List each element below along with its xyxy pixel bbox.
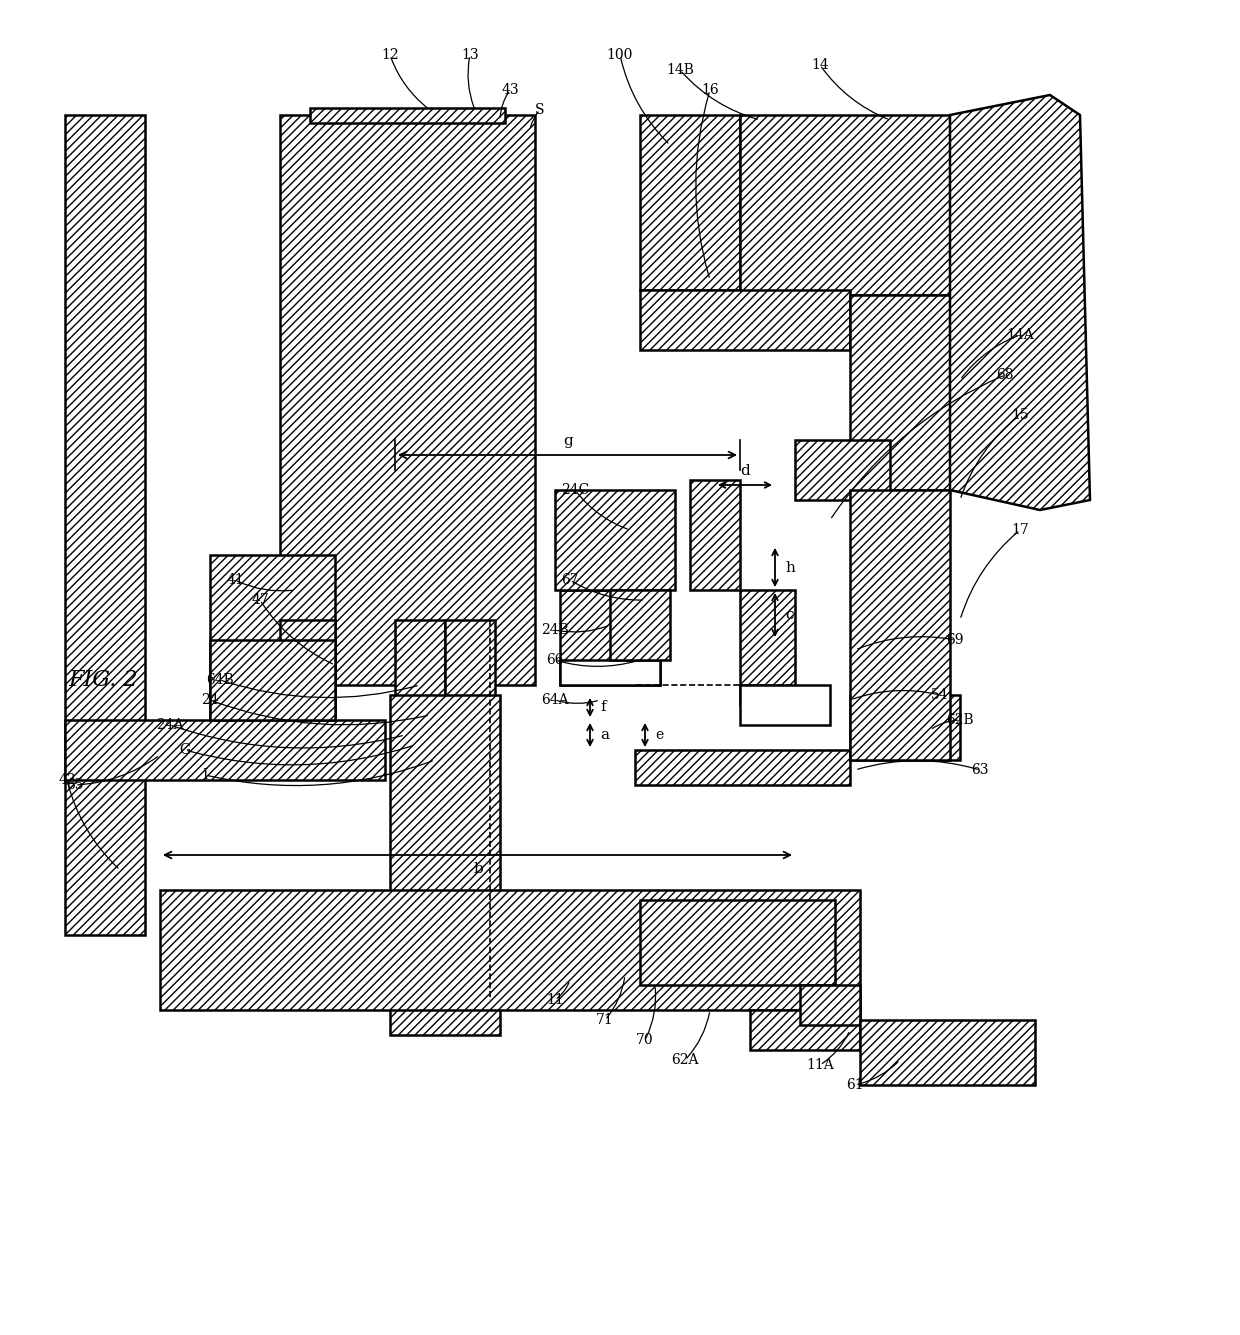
Text: G: G xyxy=(180,744,191,757)
Text: c: c xyxy=(785,607,794,622)
Bar xyxy=(560,590,660,685)
Text: 66: 66 xyxy=(547,653,564,668)
Bar xyxy=(635,750,849,785)
Text: 11: 11 xyxy=(546,993,564,1007)
Text: 61: 61 xyxy=(846,1077,864,1092)
Text: 69: 69 xyxy=(946,633,963,647)
Bar xyxy=(849,490,950,760)
Text: FIG. 2: FIG. 2 xyxy=(68,669,138,692)
Bar xyxy=(740,685,830,725)
Bar xyxy=(849,295,950,490)
Bar xyxy=(160,890,861,1011)
Text: 71: 71 xyxy=(596,1013,614,1027)
Bar xyxy=(560,659,660,685)
Text: 54: 54 xyxy=(931,688,949,702)
Bar xyxy=(740,115,990,295)
Text: 47: 47 xyxy=(252,593,269,607)
Text: 14B: 14B xyxy=(666,63,694,77)
Text: 70: 70 xyxy=(636,1033,653,1047)
Text: 15: 15 xyxy=(1011,409,1029,422)
Bar xyxy=(861,1020,1035,1085)
Polygon shape xyxy=(950,95,1090,510)
Text: S: S xyxy=(536,103,544,117)
Text: g: g xyxy=(563,434,573,449)
Text: 62B: 62B xyxy=(946,713,973,728)
Bar xyxy=(396,619,445,1020)
Text: 24B: 24B xyxy=(541,623,569,637)
Text: 16: 16 xyxy=(701,83,719,97)
Text: 65: 65 xyxy=(66,778,84,792)
Text: e: e xyxy=(655,728,663,742)
Text: f: f xyxy=(600,700,605,714)
Bar xyxy=(640,290,849,350)
Text: 67: 67 xyxy=(562,573,579,587)
Text: 64B: 64B xyxy=(206,673,234,688)
Text: 64A: 64A xyxy=(541,693,569,708)
Bar xyxy=(64,115,145,934)
Text: 24C: 24C xyxy=(560,483,589,497)
Text: 24: 24 xyxy=(201,693,218,708)
Bar xyxy=(445,619,495,1020)
Text: I: I xyxy=(202,768,207,782)
Bar xyxy=(210,555,335,730)
Bar xyxy=(556,490,675,590)
Bar xyxy=(750,1011,861,1051)
Bar xyxy=(795,441,890,501)
Bar xyxy=(640,115,740,290)
Text: 63: 63 xyxy=(971,764,988,777)
Text: 11A: 11A xyxy=(806,1059,833,1072)
Bar xyxy=(391,696,500,1035)
Text: a: a xyxy=(600,728,609,742)
Bar xyxy=(849,696,960,760)
Text: 17: 17 xyxy=(1011,523,1029,537)
Text: h: h xyxy=(785,561,795,575)
Bar xyxy=(210,639,335,720)
Text: 14: 14 xyxy=(811,57,828,72)
Text: d: d xyxy=(740,465,750,478)
Text: 100: 100 xyxy=(606,48,634,61)
Bar xyxy=(280,619,335,730)
Bar xyxy=(280,115,534,685)
Bar xyxy=(689,481,740,590)
Text: 14A: 14A xyxy=(1006,328,1034,342)
Text: 13: 13 xyxy=(461,48,479,61)
Text: 62A: 62A xyxy=(671,1053,699,1067)
Bar xyxy=(740,590,795,705)
Bar xyxy=(310,108,505,123)
Text: 24A: 24A xyxy=(156,718,184,732)
Text: 41: 41 xyxy=(226,573,244,587)
Text: 43: 43 xyxy=(501,83,518,97)
Bar xyxy=(640,900,835,985)
Bar xyxy=(800,985,861,1025)
Text: 42: 42 xyxy=(58,773,76,788)
Bar xyxy=(64,720,384,780)
Text: 68: 68 xyxy=(996,368,1014,382)
Bar xyxy=(610,590,670,659)
Text: 12: 12 xyxy=(381,48,399,61)
Text: b: b xyxy=(474,862,482,876)
